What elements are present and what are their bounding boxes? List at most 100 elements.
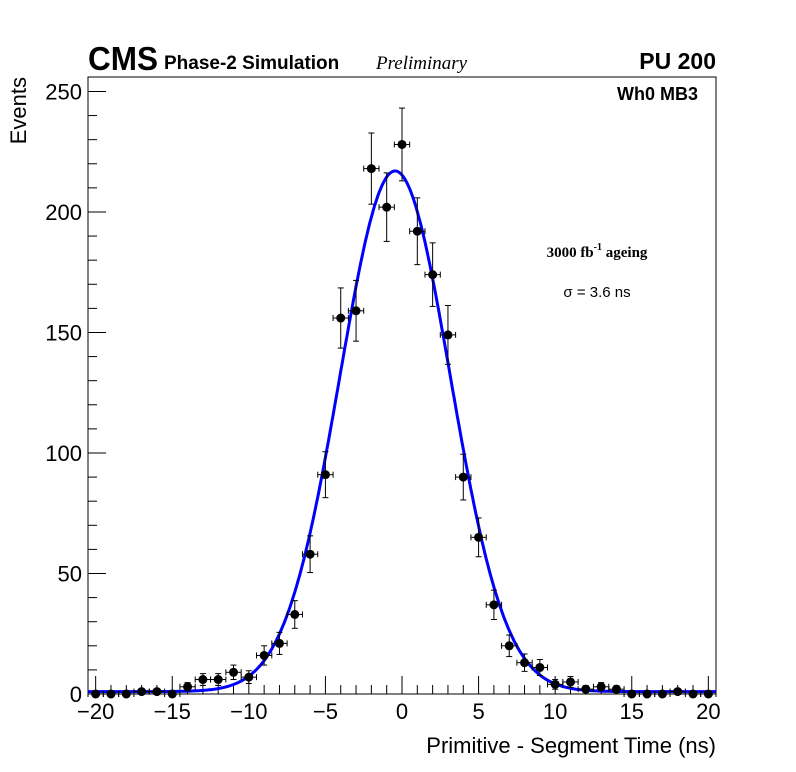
ageing-label: 3000 fb-1 ageing	[547, 242, 648, 261]
data-point	[133, 687, 150, 697]
data-marker	[320, 470, 330, 480]
data-marker	[489, 600, 499, 610]
data-marker	[596, 682, 606, 692]
data-point	[654, 689, 671, 699]
phase2-simulation-label: Phase-2 Simulation	[164, 53, 339, 74]
x-tick-label: 15	[620, 699, 644, 724]
data-marker	[213, 675, 223, 685]
data-marker	[167, 689, 177, 699]
data-point	[179, 682, 196, 692]
data-point	[409, 197, 426, 266]
data-marker	[305, 549, 315, 559]
data-marker	[198, 675, 208, 685]
data-point	[608, 684, 625, 694]
data-marker	[290, 609, 300, 619]
data-marker	[458, 472, 468, 482]
data-point	[562, 676, 579, 688]
data-points	[87, 107, 717, 699]
data-marker	[183, 682, 193, 692]
data-point	[317, 451, 334, 499]
data-marker	[611, 684, 621, 694]
data-marker	[504, 641, 514, 651]
ageing-suffix: ageing	[602, 245, 648, 261]
x-tick-label: −5	[313, 699, 338, 724]
y-axis-title: Events	[6, 77, 31, 144]
data-marker	[535, 662, 545, 672]
pileup-label: PU 200	[639, 48, 716, 74]
y-tick-label: 50	[58, 561, 82, 586]
data-marker	[106, 689, 116, 699]
y-tick-label: 200	[45, 200, 82, 225]
data-marker	[642, 689, 652, 699]
y-tick-label: 0	[70, 682, 82, 707]
data-point	[547, 679, 564, 690]
data-point	[301, 535, 319, 574]
ageing-superscript: -1	[594, 242, 602, 253]
data-marker	[428, 270, 438, 280]
data-point	[501, 634, 518, 658]
data-point	[164, 689, 181, 699]
x-tick-label: 5	[472, 699, 484, 724]
data-marker	[688, 689, 698, 699]
y-tick-label: 100	[45, 441, 82, 466]
x-tick-label: −20	[77, 699, 114, 724]
region-label: Wh0 MB3	[617, 84, 698, 104]
data-marker	[351, 306, 361, 316]
data-marker	[627, 689, 637, 699]
x-axis-title: Primitive - Segment Time (ns)	[426, 733, 716, 758]
data-marker	[474, 532, 484, 542]
data-marker	[382, 202, 392, 212]
data-point	[332, 287, 349, 349]
data-marker	[137, 687, 147, 697]
data-marker	[657, 689, 667, 699]
data-marker	[152, 687, 162, 697]
data-marker	[443, 330, 453, 340]
data-marker	[366, 164, 376, 174]
data-point	[439, 304, 457, 365]
y-tick-label: 150	[45, 320, 82, 345]
data-marker	[91, 689, 101, 699]
x-tick-label: 0	[396, 699, 408, 724]
data-point	[531, 658, 549, 676]
x-tick-label: −15	[154, 699, 191, 724]
data-point	[363, 132, 380, 205]
data-marker	[565, 677, 575, 687]
data-point	[148, 687, 166, 697]
data-point	[240, 670, 257, 685]
chart-header: CMS Phase-2 Simulation Preliminary PU 20…	[88, 40, 716, 77]
data-point	[516, 653, 533, 672]
data-marker	[274, 638, 284, 648]
data-marker	[397, 139, 407, 149]
data-marker	[121, 689, 131, 699]
x-tick-label: −10	[230, 699, 267, 724]
preliminary-label: Preliminary	[375, 53, 468, 74]
data-point	[592, 682, 610, 692]
data-point	[255, 645, 273, 666]
data-marker	[550, 679, 560, 689]
data-marker	[259, 650, 269, 660]
data-point	[286, 600, 303, 629]
data-point	[194, 673, 212, 686]
data-point	[485, 589, 503, 620]
data-point	[700, 689, 717, 699]
data-point	[378, 172, 395, 242]
data-point	[577, 684, 594, 694]
cms-label: CMS	[88, 40, 158, 77]
data-marker	[336, 313, 346, 323]
x-tick-label: 20	[696, 699, 720, 724]
sigma-label: σ = 3.6 ns	[563, 284, 630, 301]
data-marker	[581, 684, 591, 694]
data-point	[424, 242, 441, 307]
data-point	[470, 517, 487, 558]
data-point	[347, 279, 365, 342]
data-point	[393, 107, 411, 182]
data-marker	[520, 658, 530, 668]
data-marker	[703, 689, 713, 699]
data-point	[225, 664, 242, 681]
data-point	[669, 687, 686, 697]
data-point	[271, 631, 288, 655]
data-marker	[229, 667, 239, 677]
data-marker	[412, 226, 422, 236]
y-tick-label: 250	[45, 79, 82, 104]
